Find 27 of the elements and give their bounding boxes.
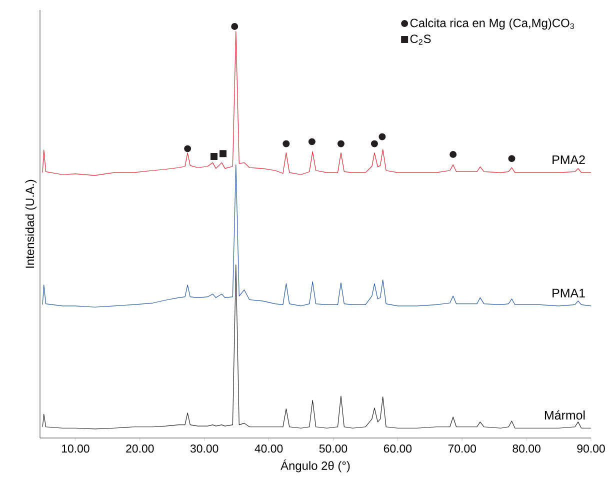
point [231,22,238,30]
x-tick-label: 30.00 [190,444,218,453]
point [184,145,192,152]
point [210,153,218,160]
point [370,140,378,148]
y-axis-title: Intensidad (U.A.) [25,180,36,268]
point [450,150,457,158]
legend-label: Calcita rica en Mg (Ca,Mg)CO$_{3}$ [410,18,574,30]
x-tick-label: 90.00 [577,444,605,453]
x-tick-label: 40.00 [254,444,283,453]
point [378,133,386,140]
series-label: PMA1 [552,288,585,298]
x-axis-title: Ángulo 2θ (°) [280,459,350,472]
x-tick-label: 70.00 [448,444,476,453]
x-tick-label: 80.00 [512,444,540,453]
point [337,140,344,148]
series-label: PMA2 [552,155,585,164]
legend-label: C$_{2}$S [410,34,431,45]
x-tick-label: 50.00 [319,444,348,453]
point [220,150,227,158]
point [508,155,516,162]
x-tick-label: 20.00 [126,444,154,453]
x-tick-label: 60.00 [384,444,412,453]
point [282,140,290,148]
x-tick-label: 10.00 [62,444,90,453]
series-label: Mármol [545,410,585,420]
point [308,138,316,146]
